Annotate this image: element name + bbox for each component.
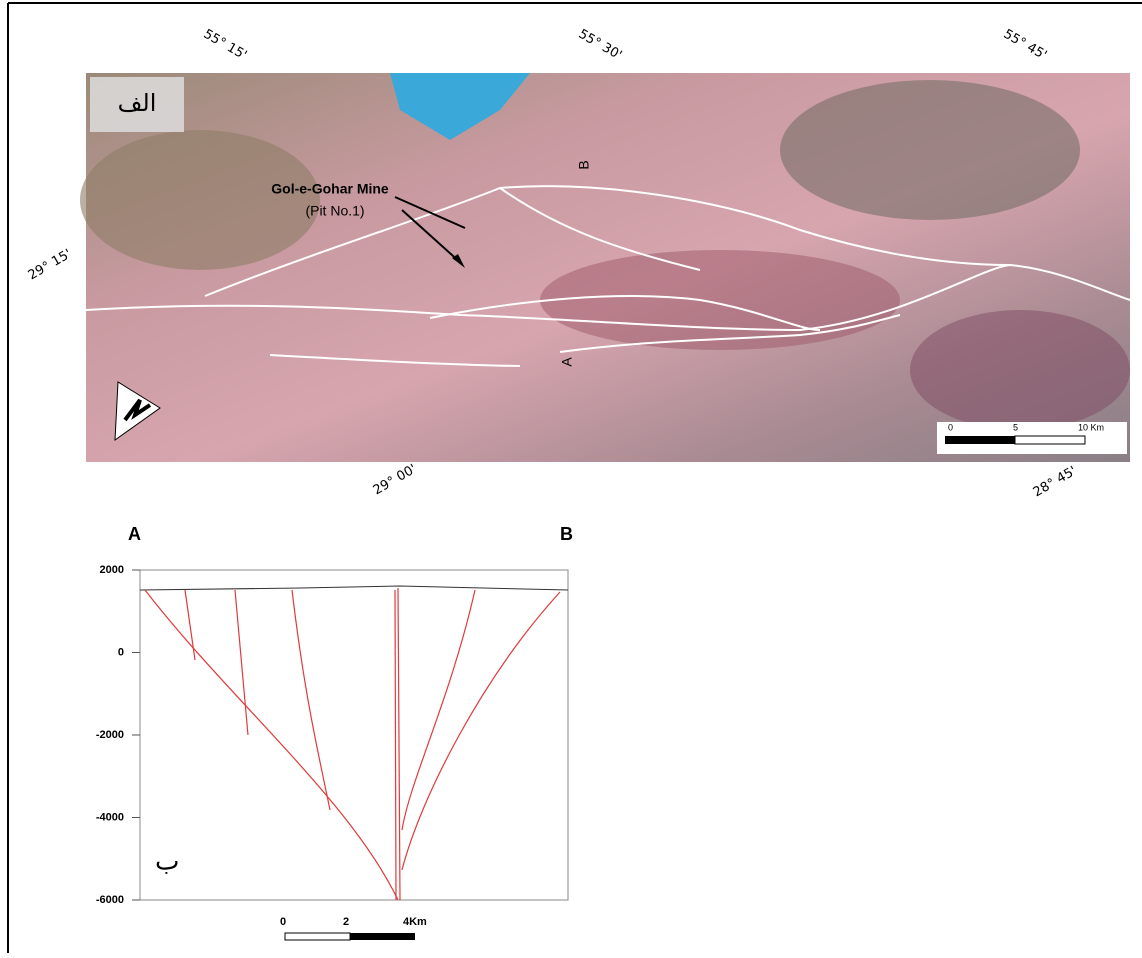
panel-label: الف [118, 89, 157, 117]
topography [140, 586, 568, 590]
section-scale: 0 2 4Km [280, 916, 427, 940]
mine-pit: (Pit No.1) [305, 203, 364, 219]
longitude-label: 55° 45' [1001, 27, 1049, 64]
y-tick-label: 0 [118, 646, 124, 658]
latitude-label: 29° 15' [26, 247, 74, 284]
y-tick-label: 2000 [100, 564, 124, 576]
map-scale: 0 5 10 Km [937, 422, 1127, 454]
scale-label: 10 Km [1078, 422, 1104, 432]
section-frame [140, 570, 568, 900]
scale-label: 4Km [403, 916, 427, 928]
cross-section-panel: A B ب 2000 0 -2000 -4000 -6000 0 2 4Km [96, 524, 573, 940]
latitude-label: 28° 45' [1031, 464, 1079, 501]
terrain-patch [80, 130, 320, 270]
scale-label: 5 [1013, 422, 1018, 432]
terrain-patch [540, 250, 900, 350]
section-end: A [128, 524, 141, 544]
scale-label: 0 [948, 422, 953, 432]
scale-segment [945, 436, 1015, 444]
longitude-label: 55° 30' [576, 27, 624, 64]
y-tick-label: -2000 [96, 729, 124, 741]
figure: الف Gol-e-Gohar Mine (Pit No.1) B A 0 5 … [0, 0, 1142, 953]
longitude-label: 55° 15' [201, 27, 249, 64]
y-tick-label: -4000 [96, 811, 124, 823]
mine-name: Gol-e-Gohar Mine [271, 181, 389, 197]
scale-segment [285, 933, 350, 940]
y-tick-label: -6000 [96, 894, 124, 906]
latitude-label: 29° 00' [371, 462, 419, 499]
scale-segment [350, 933, 415, 940]
scale-label: 2 [343, 916, 349, 928]
scale-segment [1015, 436, 1085, 444]
terrain-patch [910, 310, 1130, 430]
y-axis: 2000 0 -2000 -4000 -6000 [96, 564, 140, 906]
map-panel: الف Gol-e-Gohar Mine (Pit No.1) B A 0 5 … [26, 27, 1130, 501]
panel-label: ب [155, 847, 179, 877]
scale-label: 0 [280, 916, 286, 928]
section-end: A [559, 357, 575, 367]
terrain-patch [780, 80, 1080, 220]
section-end: B [560, 524, 573, 544]
section-faults [145, 588, 560, 900]
section-end: B [576, 160, 592, 169]
